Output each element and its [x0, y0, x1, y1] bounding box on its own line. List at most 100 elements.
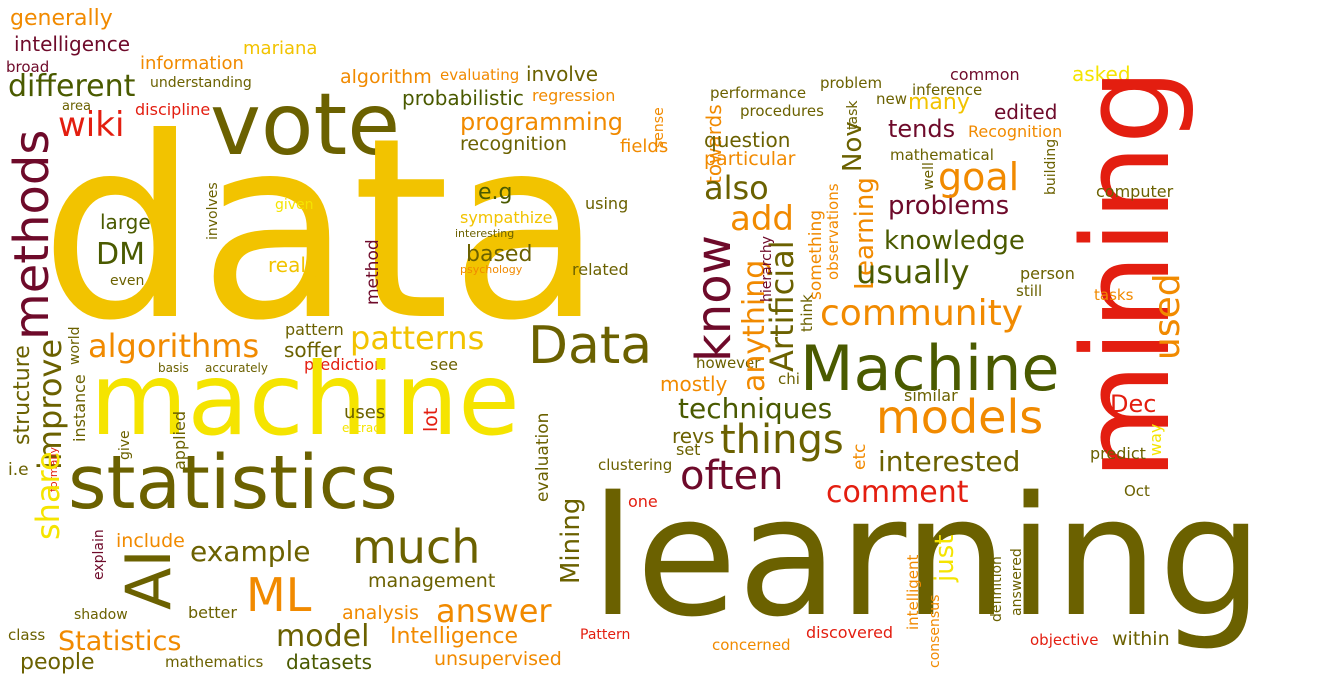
cloud-word: lot — [420, 407, 442, 432]
cloud-word: discovered — [806, 623, 894, 642]
cloud-word: learning — [590, 461, 1264, 653]
cloud-word: sense — [651, 107, 667, 148]
cloud-word: predict — [1090, 444, 1146, 463]
cloud-word: programming — [460, 108, 623, 136]
cloud-word: evaluation — [533, 412, 553, 502]
cloud-word: things — [720, 417, 844, 463]
cloud-word: Nov — [838, 121, 868, 172]
cloud-word: sympathize — [460, 208, 553, 227]
cloud-word: model — [276, 619, 370, 654]
cloud-word: answered — [1009, 548, 1025, 616]
cloud-word: way — [1146, 423, 1165, 456]
cloud-word: edited — [994, 100, 1058, 124]
cloud-word: tasks — [1094, 286, 1134, 304]
cloud-word: consensus — [927, 594, 943, 668]
cloud-word: knowledge — [884, 226, 1025, 256]
cloud-word: even — [110, 273, 145, 289]
cloud-word: set — [676, 440, 701, 459]
cloud-word: chi — [778, 370, 800, 388]
cloud-word: add — [730, 199, 794, 239]
cloud-word: prediction — [304, 355, 385, 374]
cloud-word: Statistics — [58, 626, 182, 657]
cloud-word: Dec — [1110, 390, 1157, 418]
cloud-word: different — [8, 69, 136, 104]
cloud-word: extract — [342, 421, 385, 435]
cloud-word: method — [363, 239, 383, 305]
cloud-word: person — [1020, 264, 1075, 283]
cloud-word: regression — [532, 86, 616, 105]
cloud-word: people — [20, 650, 95, 675]
cloud-word: i.e — [8, 460, 29, 480]
cloud-word: probabilistic — [402, 86, 524, 110]
cloud-word: vote — [210, 75, 401, 175]
cloud-word: share — [29, 451, 67, 540]
cloud-word: used — [1147, 273, 1188, 360]
cloud-word: AI — [112, 549, 185, 610]
cloud-word: many — [908, 90, 970, 115]
cloud-word: recognition — [460, 133, 567, 155]
cloud-word: tends — [888, 115, 956, 143]
cloud-word: mathematical — [890, 146, 994, 164]
cloud-word: ML — [246, 568, 312, 622]
cloud-word: mathematics — [165, 653, 264, 671]
cloud-word: problems — [888, 191, 1010, 221]
cloud-word: comment — [826, 475, 969, 510]
cloud-word: Data — [528, 316, 653, 376]
cloud-word: much — [352, 520, 481, 574]
cloud-word: question — [704, 128, 791, 152]
cloud-word: better — [188, 603, 237, 622]
cloud-word: hierarchy — [759, 235, 775, 302]
cloud-word: building — [1043, 138, 1059, 195]
cloud-word: mostly — [660, 372, 728, 396]
cloud-word: Recognition — [968, 122, 1063, 141]
cloud-word: mariana — [243, 38, 318, 59]
cloud-word: datasets — [286, 650, 373, 674]
cloud-word: definition — [989, 556, 1005, 622]
cloud-word: class — [8, 626, 46, 644]
cloud-word: something — [806, 209, 826, 300]
cloud-word: performance — [710, 84, 807, 102]
cloud-word: uses — [344, 402, 386, 423]
cloud-word: inference — [912, 81, 983, 99]
cloud-word: answer — [436, 592, 552, 630]
cloud-word: area — [62, 99, 91, 114]
cloud-word: broad — [6, 58, 50, 76]
cloud-word: also — [704, 169, 769, 207]
cloud-word: interesting — [455, 227, 515, 240]
cloud-word: think — [798, 294, 816, 332]
cloud-word: include — [116, 530, 185, 552]
cloud-word: algorithm — [340, 66, 432, 88]
cloud-word: involves — [205, 182, 221, 240]
cloud-word: DM — [96, 237, 145, 272]
cloud-word: Pattern — [580, 627, 631, 643]
cloud-word: Machine — [800, 332, 1060, 405]
cloud-word: unsupervised — [434, 648, 562, 670]
cloud-word: similar — [904, 386, 958, 405]
cloud-word: fields — [620, 136, 669, 157]
cloud-word: etc — [850, 443, 870, 470]
cloud-word: community — [820, 293, 1024, 334]
cloud-word: computer — [1096, 182, 1174, 201]
cloud-word: however — [696, 354, 761, 372]
cloud-word: well — [921, 162, 937, 190]
cloud-word: objective — [1030, 631, 1099, 649]
cloud-word: Mining — [556, 497, 586, 584]
cloud-word: procedures — [740, 102, 824, 120]
cloud-word: involve — [526, 62, 599, 86]
cloud-word: pattern — [285, 320, 344, 339]
cloud-word: example — [190, 535, 311, 568]
cloud-word: revs — [672, 424, 715, 448]
cloud-word: discipline — [135, 100, 211, 119]
cloud-word: know — [686, 235, 742, 362]
cloud-word: understanding — [150, 75, 252, 91]
cloud-word: particular — [704, 148, 796, 170]
cloud-word: usually — [856, 253, 970, 291]
cloud-word: accurately — [205, 361, 268, 375]
cloud-word: evaluating — [440, 66, 520, 84]
cloud-word: soffer — [284, 338, 341, 362]
cloud-word: Intelligence — [390, 624, 519, 649]
cloud-word: large — [100, 210, 151, 234]
cloud-word: common — [950, 65, 1020, 84]
cloud-word: information — [140, 53, 244, 74]
cloud-word: just — [930, 534, 960, 582]
